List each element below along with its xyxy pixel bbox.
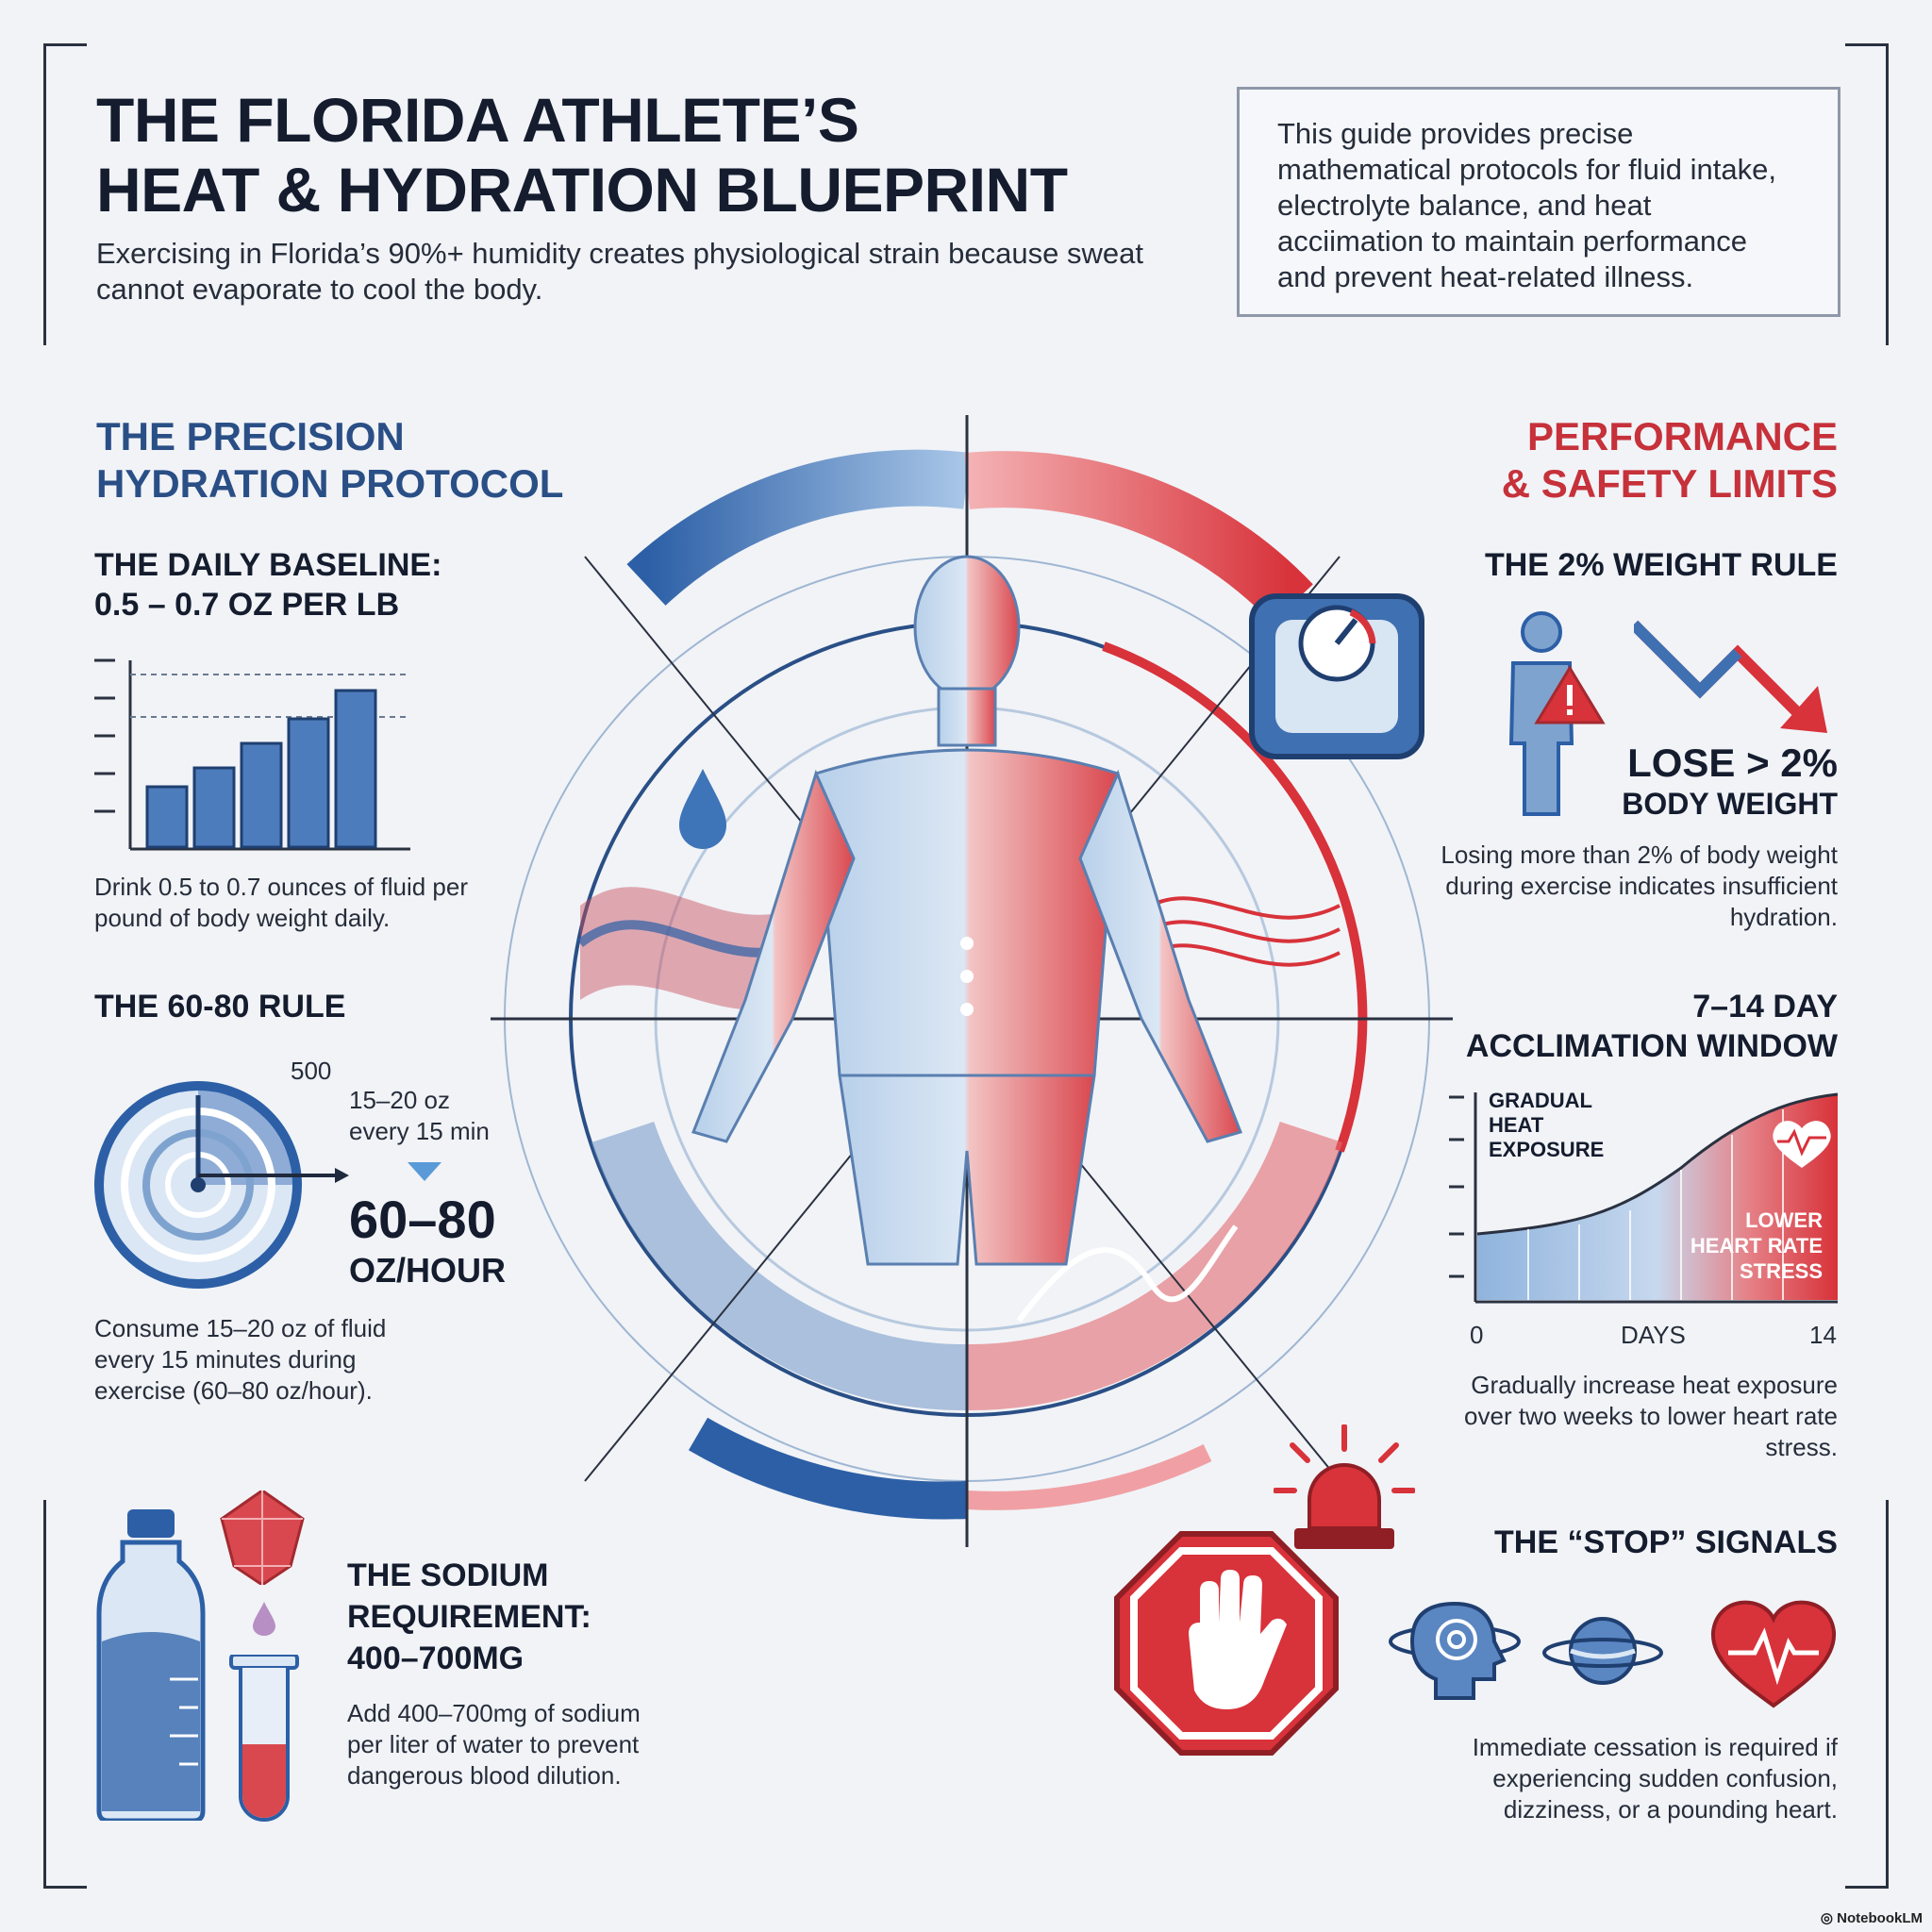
- baseline-bar: [287, 717, 330, 849]
- result-line: LOWER: [1745, 1208, 1823, 1232]
- section-title-line: HYDRATION PROTOCOL: [96, 461, 564, 506]
- baseline-bar: [240, 741, 283, 849]
- rule6080-stat-value: 60–80: [349, 1190, 496, 1249]
- frame-line: [1886, 43, 1889, 345]
- acclimation-body: Gradually increase heat exposure over tw…: [1464, 1371, 1838, 1461]
- chart-label-line: GRADUAL: [1489, 1089, 1592, 1112]
- test-tube-icon: [229, 1655, 299, 1822]
- heading-line: THE DAILY BASELINE:: [94, 547, 442, 583]
- outer-arc-red: [964, 451, 1313, 624]
- water-drop-icon: [679, 769, 726, 849]
- lower-band-blue: [591, 1121, 968, 1411]
- intro-box: This guide provides precise mathematical…: [1237, 87, 1840, 317]
- person-warning-icon: [1508, 611, 1606, 816]
- baseline-bar-chart: [94, 658, 410, 851]
- acclimation-chart: [1449, 1092, 1839, 1304]
- outer-arc-blue: [626, 449, 971, 607]
- frame-line: [1845, 43, 1889, 46]
- frame-line: [43, 43, 46, 345]
- result-line: STRESS: [1739, 1259, 1823, 1283]
- baseline-bar: [334, 689, 377, 849]
- baseline-bar: [145, 785, 189, 849]
- alarm-siren-icon: [1274, 1424, 1415, 1549]
- frame-line: [1845, 1886, 1889, 1889]
- brand-text: NotebookLM: [1837, 1910, 1923, 1926]
- intro-text: This guide provides precise mathematical…: [1277, 117, 1776, 293]
- acclimation-heading: 7–14 DAY ACCLIMATION WINDOW: [1466, 987, 1838, 1066]
- lower-band-red: [966, 1121, 1343, 1411]
- section-title-line: & SAFETY LIMITS: [1501, 461, 1838, 506]
- heading-line: 7–14 DAY: [1692, 989, 1838, 1024]
- frame-line: [1886, 1500, 1889, 1889]
- central-body-diagram: [491, 415, 1453, 1547]
- drop-icon: [253, 1602, 275, 1636]
- pulse-wave: [1016, 1224, 1239, 1323]
- stopwatch-dial-icon: [94, 1081, 302, 1289]
- baseline-heading: THE DAILY BASELINE: 0.5 – 0.7 OZ PER LB: [94, 545, 441, 625]
- brand-icon: ◎: [1820, 1910, 1833, 1926]
- rule6080-stat-unit: OZ/HOUR: [349, 1251, 506, 1290]
- acclimation-chart-label: GRADUAL HEAT EXPOSURE: [1489, 1089, 1604, 1162]
- frame-line: [43, 1500, 46, 1889]
- heading-line: ACCLIMATION WINDOW: [1465, 1028, 1838, 1064]
- title-line-1: THE FLORIDA ATHLETE’S: [96, 85, 859, 155]
- dial-label: 500: [291, 1057, 332, 1085]
- arrow-right-icon: [198, 1168, 349, 1183]
- stat-line: LOSE > 2%: [1627, 741, 1838, 785]
- frame-line: [43, 43, 87, 46]
- rule6080-heading: THE 60-80 RULE: [94, 989, 346, 1024]
- trend-down-arrow-icon: [1634, 620, 1827, 733]
- heading-line: REQUIREMENT:: [347, 1599, 591, 1635]
- acclimation-result-label: LOWER HEART RATE STRESS: [1690, 1208, 1823, 1284]
- pounding-heart-icon: [1710, 1600, 1837, 1708]
- baseline-body: Drink 0.5 to 0.7 ounces of fluid per pou…: [94, 873, 469, 932]
- chart-label-line: EXPOSURE: [1489, 1138, 1605, 1161]
- chart-label-line: HEAT: [1489, 1113, 1544, 1137]
- heading-line: THE SODIUM: [347, 1557, 549, 1593]
- stop-body: Immediate cessation is required if exper…: [1472, 1733, 1838, 1824]
- section-title-line: THE PRECISION: [96, 414, 405, 458]
- weight-rule-body: Losing more than 2% of body weight durin…: [1441, 841, 1838, 931]
- scale-icon: [1249, 593, 1424, 759]
- x-axis-label: DAYS: [1621, 1321, 1686, 1349]
- heart-pulse-icon: [1773, 1121, 1831, 1168]
- heading-line: 400–700MG: [347, 1641, 525, 1676]
- rule6080-body: Consume 15–20 oz of fluid every 15 minut…: [94, 1314, 387, 1405]
- water-bottle-icon: [96, 1509, 206, 1821]
- x-axis-start: 0: [1470, 1321, 1484, 1349]
- section-title-line: PERFORMANCE: [1526, 414, 1838, 458]
- stop-heading: THE “STOP” SIGNALS: [1494, 1524, 1838, 1560]
- chevron-down-icon: [408, 1162, 441, 1181]
- heading-line: 0.5 – 0.7 OZ PER LB: [94, 587, 400, 623]
- crystal-icon: [220, 1491, 305, 1585]
- frame-line: [43, 1886, 87, 1889]
- x-axis-end: 14: [1809, 1321, 1837, 1349]
- interval-text: 15–20 oz every 15 min: [349, 1085, 490, 1147]
- footer-brand: ◎ NotebookLM: [1821, 1909, 1923, 1926]
- interval-line: every 15 min: [349, 1117, 490, 1145]
- wave-left: [580, 887, 802, 1010]
- sodium-heading: THE SODIUM REQUIREMENT: 400–700MG: [347, 1555, 591, 1679]
- bottom-arc-blue: [688, 1417, 968, 1520]
- weight-rule-stat: LOSE > 2% BODY WEIGHT: [1622, 741, 1838, 823]
- interval-line: 15–20 oz: [349, 1086, 450, 1114]
- section-title-safety: PERFORMANCE & SAFETY LIMITS: [1502, 413, 1838, 508]
- stat-line: BODY WEIGHT: [1622, 787, 1838, 821]
- weight-rule-heading: THE 2% WEIGHT RULE: [1484, 547, 1838, 583]
- baseline-bar: [192, 766, 236, 849]
- title-line-2: HEAT & HYDRATION BLUEPRINT: [96, 155, 1068, 225]
- subtitle: Exercising in Florida’s 90%+ humidity cr…: [96, 237, 1143, 306]
- ring-red-arc: [1102, 641, 1368, 1153]
- spinning-planet-icon: [1542, 1617, 1663, 1685]
- section-title-hydration: THE PRECISION HYDRATION PROTOCOL: [96, 413, 563, 508]
- stop-hand-icon: [1114, 1531, 1339, 1756]
- sodium-body: Add 400–700mg of sodium per liter of wat…: [347, 1699, 641, 1790]
- dizziness-head-icon: [1389, 1601, 1521, 1700]
- human-figure: [691, 555, 1242, 1266]
- bottom-arc-red: [966, 1443, 1212, 1510]
- result-line: HEART RATE: [1690, 1234, 1823, 1257]
- page-title: THE FLORIDA ATHLETE’S HEAT & HYDRATION B…: [96, 85, 1068, 225]
